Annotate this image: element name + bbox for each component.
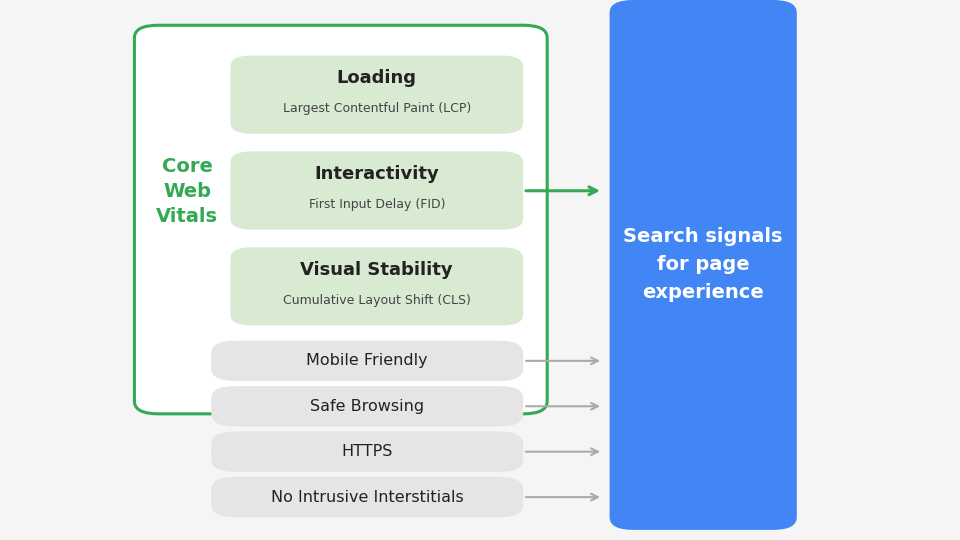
FancyBboxPatch shape [230,56,523,134]
Text: Mobile Friendly: Mobile Friendly [306,353,428,368]
Text: Loading: Loading [337,70,417,87]
Text: First Input Delay (FID): First Input Delay (FID) [308,198,445,211]
FancyBboxPatch shape [211,477,523,517]
FancyBboxPatch shape [134,25,547,414]
Text: Search signals
for page
experience: Search signals for page experience [623,227,783,302]
Text: Safe Browsing: Safe Browsing [310,399,424,414]
Text: Core
Web
Vitals: Core Web Vitals [156,157,218,226]
Text: Visual Stability: Visual Stability [300,261,453,279]
FancyBboxPatch shape [230,151,523,230]
Text: Cumulative Layout Shift (CLS): Cumulative Layout Shift (CLS) [283,294,470,307]
FancyBboxPatch shape [230,247,523,326]
FancyBboxPatch shape [211,431,523,472]
Text: No Intrusive Interstitials: No Intrusive Interstitials [271,490,464,504]
FancyBboxPatch shape [610,0,797,530]
FancyBboxPatch shape [211,386,523,427]
Text: Largest Contentful Paint (LCP): Largest Contentful Paint (LCP) [282,102,471,115]
Text: Interactivity: Interactivity [315,165,439,184]
FancyBboxPatch shape [211,341,523,381]
Text: HTTPS: HTTPS [342,444,393,459]
